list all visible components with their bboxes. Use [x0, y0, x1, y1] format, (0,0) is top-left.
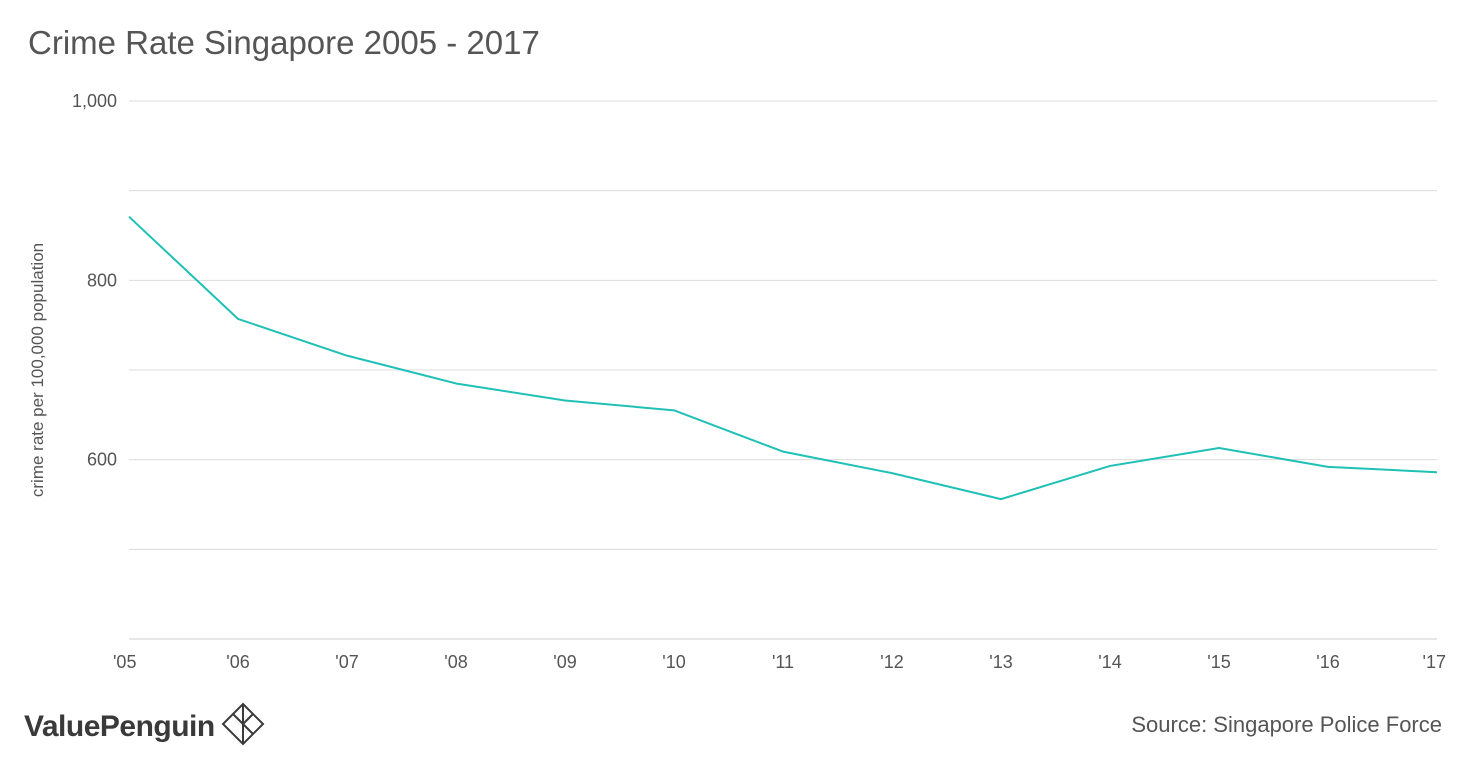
x-tick-label: '12	[880, 652, 903, 672]
x-tick-label: '08	[444, 652, 467, 672]
penguin-logo-icon	[221, 702, 265, 751]
x-tick-label: '10	[662, 652, 685, 672]
x-tick-label: '16	[1316, 652, 1339, 672]
y-tick-label: 800	[87, 270, 117, 290]
x-tick-label: '06	[226, 652, 249, 672]
series-line	[128, 215, 1438, 501]
x-tick-label: '17	[1423, 652, 1446, 672]
x-tick-label: '14	[1098, 652, 1121, 672]
brand-name: ValuePenguin	[24, 709, 215, 743]
y-tick-labels: 1,000 800 600	[72, 91, 117, 470]
x-tick-label: '09	[553, 652, 576, 672]
x-tick-label: '05	[113, 652, 136, 672]
chart-title: Crime Rate Singapore 2005 - 2017	[28, 24, 540, 61]
grid-lines	[129, 100, 1437, 640]
x-tick-label: '11	[772, 652, 794, 672]
source-note: Source: Singapore Police Force	[1131, 712, 1442, 737]
x-tick-label: '15	[1207, 652, 1230, 672]
x-tick-label: '13	[989, 652, 1012, 672]
brand-logo: ValuePenguin	[24, 702, 265, 751]
x-tick-label: '07	[335, 652, 358, 672]
x-tick-labels: '05 '06 '07 '08 '09 '10 '11 '12 '13 '14 '15 '16 '17	[113, 652, 1446, 672]
y-tick-label: 600	[87, 450, 117, 470]
y-tick-label: 1,000	[72, 91, 117, 111]
series-lines	[128, 215, 1438, 501]
